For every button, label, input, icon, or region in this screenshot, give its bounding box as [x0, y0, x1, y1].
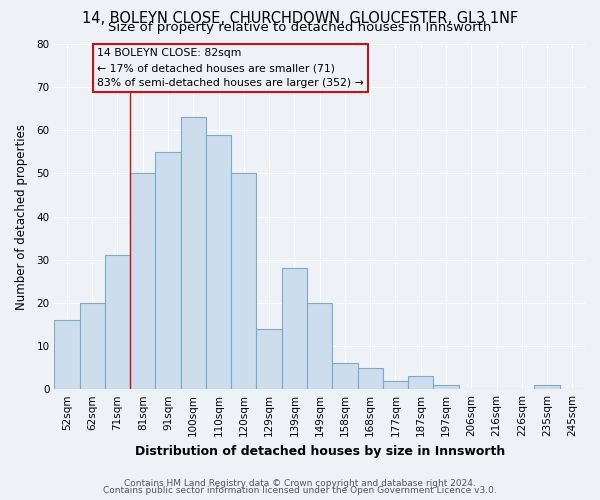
Y-axis label: Number of detached properties: Number of detached properties	[15, 124, 28, 310]
X-axis label: Distribution of detached houses by size in Innsworth: Distribution of detached houses by size …	[134, 444, 505, 458]
Text: 14 BOLEYN CLOSE: 82sqm
← 17% of detached houses are smaller (71)
83% of semi-det: 14 BOLEYN CLOSE: 82sqm ← 17% of detached…	[97, 48, 364, 88]
Bar	[130, 174, 155, 389]
Bar	[181, 118, 206, 389]
Bar	[332, 364, 358, 389]
Bar	[358, 368, 383, 389]
Bar	[383, 380, 408, 389]
Bar	[105, 256, 130, 389]
Bar	[231, 174, 256, 389]
Text: 14, BOLEYN CLOSE, CHURCHDOWN, GLOUCESTER, GL3 1NF: 14, BOLEYN CLOSE, CHURCHDOWN, GLOUCESTER…	[82, 11, 518, 26]
Bar	[206, 134, 231, 389]
Bar	[433, 385, 458, 389]
Text: Contains HM Land Registry data © Crown copyright and database right 2024.: Contains HM Land Registry data © Crown c…	[124, 478, 476, 488]
Text: Contains public sector information licensed under the Open Government Licence v3: Contains public sector information licen…	[103, 486, 497, 495]
Bar	[80, 303, 105, 389]
Bar	[408, 376, 433, 389]
Bar	[535, 385, 560, 389]
Bar	[307, 303, 332, 389]
Bar	[282, 268, 307, 389]
Bar	[55, 320, 80, 389]
Text: Size of property relative to detached houses in Innsworth: Size of property relative to detached ho…	[109, 22, 491, 35]
Bar	[256, 329, 282, 389]
Bar	[155, 152, 181, 389]
